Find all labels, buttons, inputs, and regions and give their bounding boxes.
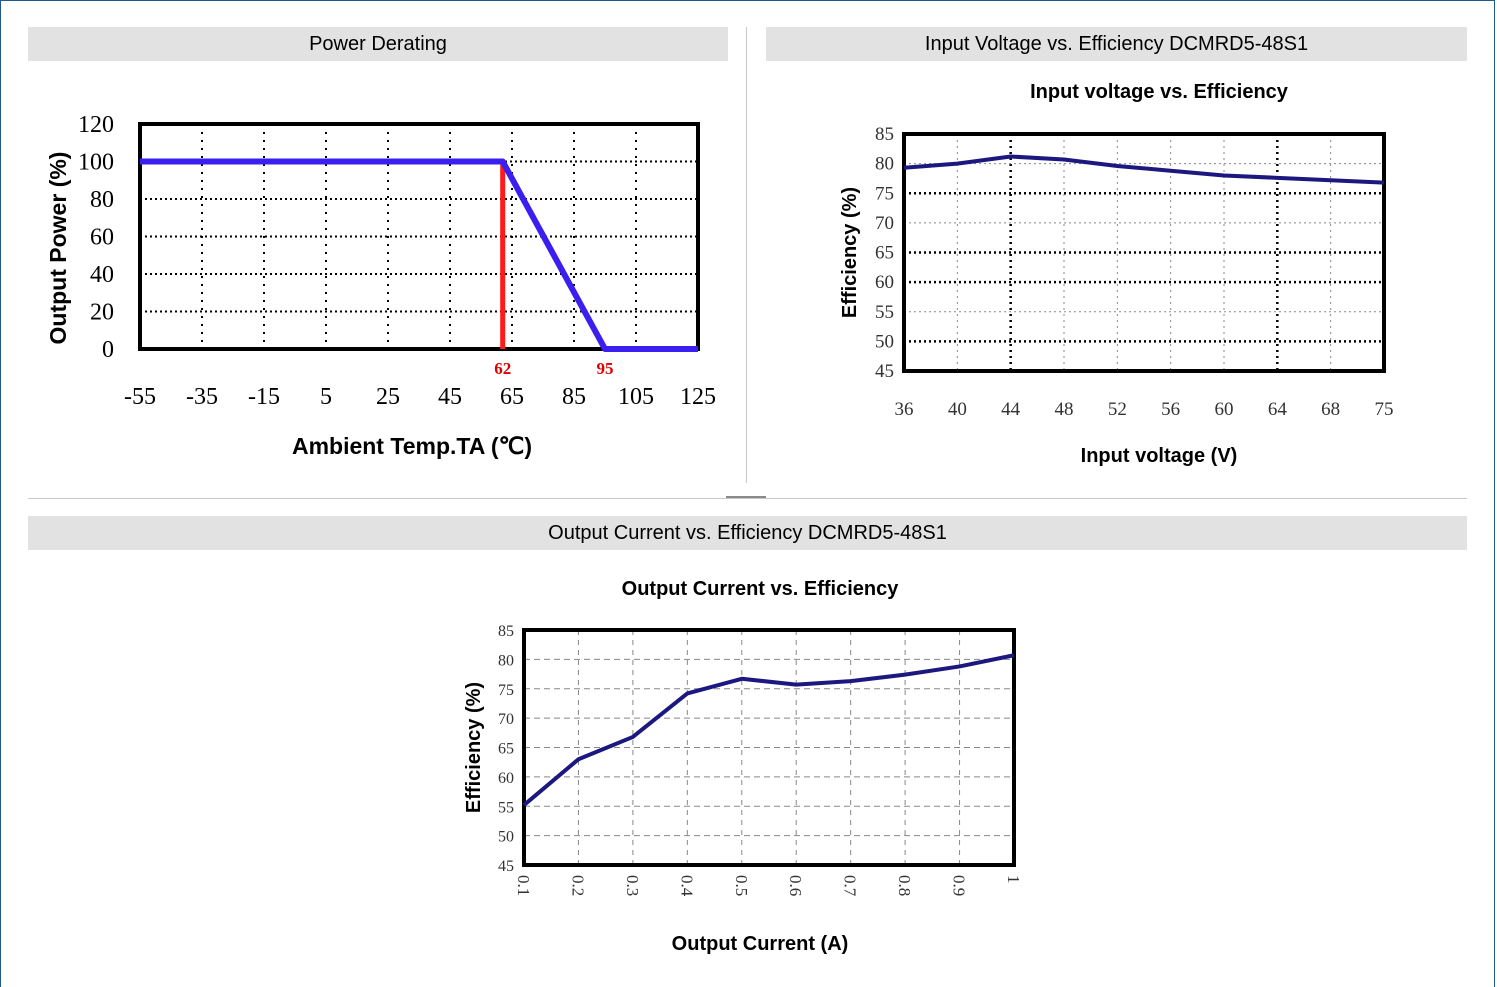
y-axis-label: Efficiency (%) — [463, 682, 485, 813]
annotation-label: 62 — [494, 359, 511, 378]
y-tick-label: 45 — [875, 361, 894, 382]
x-tick-label: 25 — [376, 384, 400, 410]
x-tick-label: 40 — [948, 399, 967, 420]
x-tick-label: 125 — [680, 384, 716, 410]
y-tick-label: 60 — [498, 770, 514, 787]
efficiency-curve — [903, 154, 1385, 185]
x-tick-label: 36 — [895, 399, 914, 420]
vertical-divider — [746, 27, 747, 483]
derating-curve — [140, 158, 698, 352]
x-tick-label: 0.4 — [677, 875, 696, 897]
plot-frame — [902, 132, 1386, 373]
x-tick-label: 52 — [1108, 399, 1127, 420]
y-tick-label: 120 — [78, 112, 114, 138]
x-tick-label: 1 — [1004, 875, 1023, 884]
y-tick-label: 80 — [498, 652, 514, 669]
efficiency-curve — [522, 653, 1015, 807]
x-tick-label: 68 — [1321, 399, 1340, 420]
y-tick-label: 85 — [498, 623, 514, 640]
y-tick-label: 80 — [90, 187, 114, 213]
x-tick-label: 60 — [1215, 399, 1234, 420]
x-tick-label: 44 — [1001, 399, 1021, 420]
plot-frame — [522, 628, 1016, 867]
y-axis-label: Efficiency (%) — [839, 187, 861, 318]
plot-frame — [138, 122, 700, 351]
y-tick-label: 80 — [875, 154, 894, 175]
y-tick-label: 40 — [90, 262, 114, 288]
annotation-label: 95 — [597, 359, 614, 378]
y-tick-label: 60 — [90, 225, 114, 251]
x-tick-label: 0.5 — [732, 875, 751, 896]
x-tick-label: 0.6 — [786, 875, 805, 896]
y-tick-label: 100 — [78, 150, 114, 176]
x-tick-label: 0.1 — [514, 875, 533, 896]
x-tick-label: 56 — [1161, 399, 1180, 420]
y-tick-label: 20 — [90, 300, 114, 326]
y-tick-label: 65 — [875, 243, 894, 264]
y-tick-label: 65 — [498, 741, 514, 758]
y-axis-label: Output Power (%) — [45, 152, 71, 345]
x-tick-label: -15 — [248, 384, 280, 410]
y-tick-label: 75 — [875, 183, 894, 204]
x-tick-label: 0.9 — [950, 875, 969, 896]
y-tick-label: 55 — [498, 799, 514, 816]
divider-marker — [726, 496, 766, 498]
x-tick-label: 65 — [500, 384, 524, 410]
input-voltage-efficiency-header: Input Voltage vs. Efficiency DCMRD5-48S1 — [766, 27, 1467, 61]
x-tick-label: -35 — [186, 384, 218, 410]
x-tick-label: -55 — [124, 384, 156, 410]
y-tick-label: 70 — [498, 711, 514, 728]
y-tick-label: 0 — [102, 337, 114, 363]
x-tick-label: 0.8 — [895, 875, 914, 896]
x-tick-label: 85 — [562, 384, 586, 410]
y-tick-label: 50 — [498, 829, 514, 846]
output-current-efficiency-header: Output Current vs. Efficiency DCMRD5-48S… — [28, 516, 1467, 550]
y-tick-label: 50 — [875, 331, 894, 352]
y-tick-label: 45 — [498, 858, 514, 875]
chart-title: Input voltage vs. Efficiency — [1030, 81, 1289, 103]
power-derating-header: Power Derating — [28, 27, 728, 61]
x-tick-label: 64 — [1268, 399, 1288, 420]
x-tick-label: 48 — [1055, 399, 1074, 420]
y-tick-label: 75 — [498, 682, 514, 699]
y-tick-label: 60 — [875, 272, 894, 293]
horizontal-divider — [28, 498, 1467, 499]
x-tick-label: 0.2 — [568, 875, 587, 896]
x-tick-label: 5 — [320, 384, 332, 410]
x-tick-label: 0.3 — [623, 875, 642, 896]
x-axis-label: Ambient Temp.TA (℃) — [292, 433, 532, 459]
y-tick-label: 55 — [875, 302, 894, 323]
x-tick-label: 45 — [438, 384, 462, 410]
x-tick-label: 105 — [618, 384, 654, 410]
chart-title: Output Current vs. Efficiency — [622, 578, 900, 600]
y-tick-label: 70 — [875, 213, 894, 234]
y-tick-label: 85 — [875, 124, 894, 145]
x-axis-label: Output Current (A) — [672, 933, 849, 955]
x-tick-label: 75 — [1375, 399, 1394, 420]
x-tick-label: 0.7 — [841, 875, 860, 897]
x-axis-label: Input voltage (V) — [1081, 445, 1238, 467]
